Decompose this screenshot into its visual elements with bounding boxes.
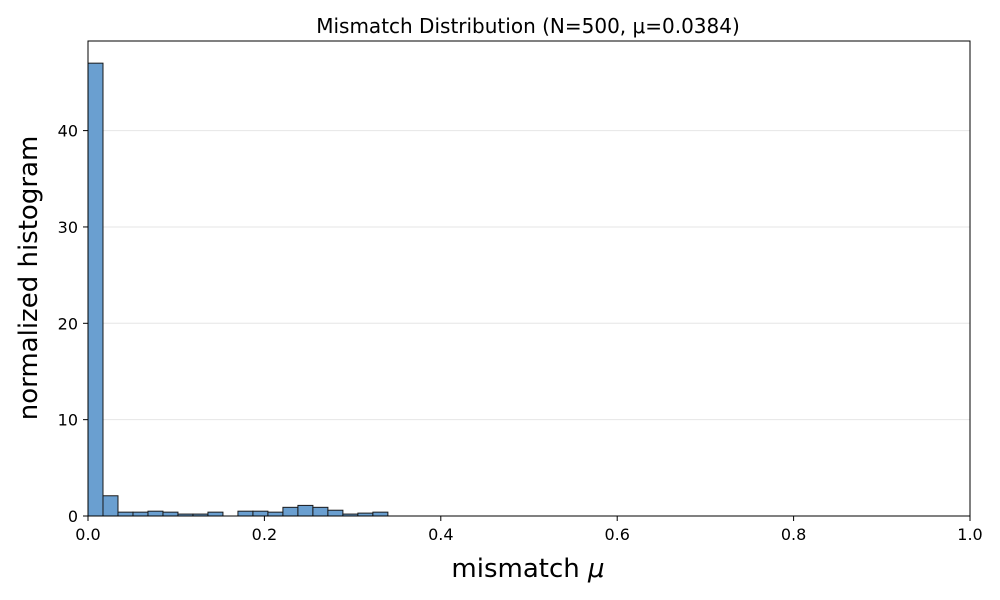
y-tick-label-10: 10 — [58, 411, 78, 430]
y-tick-label-40: 40 — [58, 122, 78, 141]
histogram-bars — [87, 62, 389, 517]
histogram-bar-4 — [147, 510, 164, 517]
histogram-bar-2 — [117, 511, 134, 517]
y-tick-label-20: 20 — [58, 314, 78, 333]
y-axis-label: normalized histogram — [14, 136, 44, 421]
grid-lines — [88, 130, 970, 421]
histogram-bar-18 — [372, 511, 389, 517]
y-tick-label-30: 30 — [58, 218, 78, 237]
y-tick-label-0: 0 — [68, 507, 78, 526]
x-axis-ticks: 0.0 0.2 0.4 0.6 0.8 1.0 — [75, 516, 983, 544]
chart-title: Mismatch Distribution (N=500, μ=0.0384) — [316, 14, 740, 38]
histogram-bar-14 — [312, 506, 329, 517]
x-tick-label-0.8: 0.8 — [781, 525, 806, 544]
x-tick-label-0.6: 0.6 — [604, 525, 629, 544]
histogram-bar-1 — [102, 495, 119, 517]
y-axis-ticks: 0 10 20 30 40 — [58, 122, 88, 526]
histogram-bar-10 — [252, 510, 269, 517]
plot-frame — [87, 40, 971, 517]
x-axis-label-text: mismatch — [451, 554, 579, 584]
histogram-bar-5 — [162, 511, 179, 517]
histogram-bar-11 — [267, 511, 284, 517]
histogram-bar-3 — [132, 511, 149, 517]
histogram-bar-9 — [237, 510, 254, 517]
x-axis-label-symbol: μ — [587, 554, 605, 584]
histogram-bar-0 — [87, 62, 104, 517]
histogram-bar-12 — [282, 506, 299, 517]
x-tick-label-1.0: 1.0 — [957, 525, 982, 544]
x-tick-label-0.2: 0.2 — [252, 525, 277, 544]
x-axis-label: mismatch μ — [451, 554, 604, 584]
histogram-bar-8 — [207, 511, 224, 517]
x-tick-label-0.0: 0.0 — [75, 525, 100, 544]
x-tick-label-0.4: 0.4 — [428, 525, 453, 544]
histogram-bar-15 — [327, 509, 344, 517]
histogram-bar-13 — [297, 504, 314, 517]
